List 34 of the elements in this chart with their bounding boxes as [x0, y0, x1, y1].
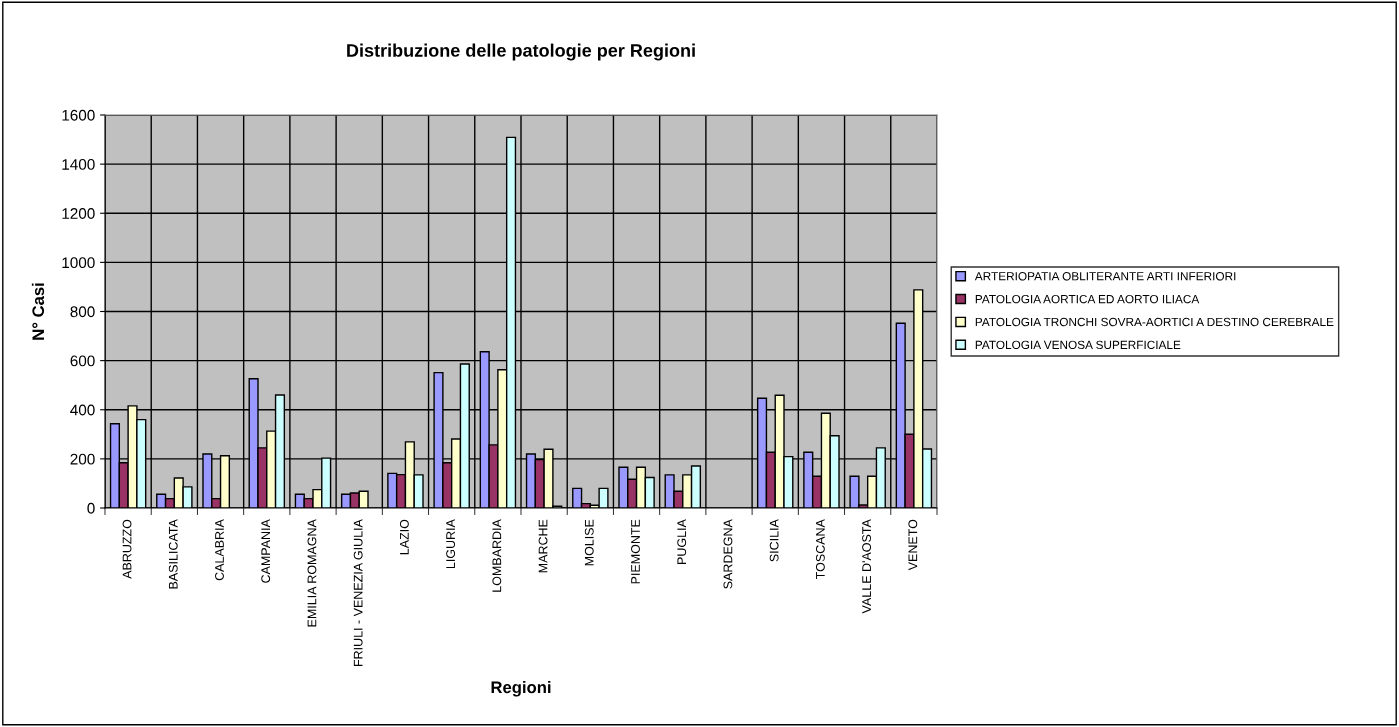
x-tick-label: FRIULI - VENEZIA GIULIA — [353, 519, 363, 667]
y-tick-label: 1200 — [62, 208, 95, 219]
x-tick-label: LOMBARDIA — [492, 519, 502, 592]
x-tick-label: MARCHE — [538, 519, 548, 573]
y-tick-label: 200 — [70, 453, 95, 465]
y-tick-label: 0 — [87, 502, 95, 514]
x-tick-label: SARDEGNA — [723, 519, 733, 589]
chart-title: Distribuzione delle patologie per Regioni — [347, 43, 695, 61]
x-tick-label: PUGLIA — [677, 519, 687, 564]
x-axis-title: Regioni — [491, 680, 551, 697]
y-tick-label: 600 — [70, 355, 95, 367]
x-tick-label: LIGURIA — [446, 519, 456, 569]
legend-label: PATOLOGIA VENOSA SUPERFICIALE — [975, 340, 1181, 350]
y-tick-label: 800 — [70, 306, 95, 318]
y-axis-title: N° Casi — [31, 283, 45, 340]
x-tick-label: LAZIO — [399, 519, 409, 555]
x-tick-label: VALLE D'AOSTA — [862, 519, 872, 614]
x-tick-label: TOSCANA — [815, 519, 825, 580]
legend-label: PATOLOGIA TRONCHI SOVRA-AORTICI A DESTINO CEREBRALE — [975, 317, 1334, 327]
x-tick-label: EMILIA ROMAGNA — [307, 519, 317, 627]
x-tick-label: VENETO — [908, 519, 918, 571]
y-tick-label: 1000 — [62, 257, 95, 269]
legend-label: PATOLOGIA AORTICA ED AORTO ILIACA — [975, 294, 1200, 304]
legend-label: ARTERIOPATIA OBLITERANTE ARTI INFERIORI — [974, 272, 1236, 281]
x-tick-label: PIEMONTE — [631, 519, 640, 584]
x-tick-label: MOLISE — [584, 519, 594, 566]
x-tick-label: CAMPANIA — [261, 519, 271, 583]
y-tick-label: 1600 — [62, 109, 95, 121]
x-tick-label: BASILICATA — [168, 519, 178, 589]
x-tick-label: ABRUZZO — [122, 519, 132, 579]
y-tick-label: 400 — [70, 404, 95, 416]
x-tick-label: SICILIA — [769, 519, 779, 562]
x-tick-label: CALABRIA — [215, 519, 224, 581]
y-tick-label: 1400 — [62, 158, 95, 170]
